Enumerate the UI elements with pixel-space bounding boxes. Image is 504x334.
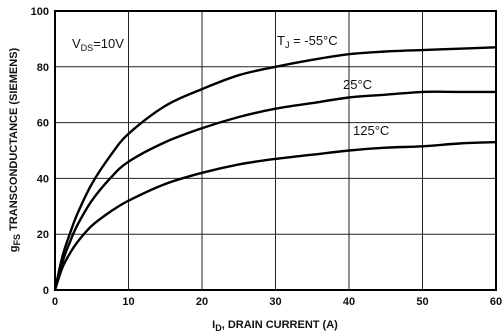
x-tick-label: 30 (269, 296, 281, 308)
y-tick-label: 40 (37, 173, 49, 185)
curves (53, 46, 497, 291)
series-label-125: 125°C (353, 123, 389, 138)
series-line-1 (53, 90, 496, 291)
y-tick-labels: 0 20 40 60 80 100 (31, 6, 49, 297)
x-tick-label: 10 (122, 296, 134, 308)
y-axis-label: gFS TRANSCONDUCTANCE (SIEMENS) (8, 47, 22, 252)
x-axis-label: ID, DRAIN CURRENT (A) (212, 319, 338, 333)
y-tick-label: 100 (31, 6, 49, 18)
grid (55, 11, 496, 290)
vds-annotation: VDS=10V (72, 36, 124, 53)
x-tick-label: 20 (196, 296, 208, 308)
series-line-2 (53, 140, 497, 291)
y-tick-label: 80 (37, 62, 49, 74)
series-line-0 (53, 46, 497, 291)
y-tick-label: 20 (37, 229, 49, 241)
series-label-25: 25°C (343, 77, 372, 92)
x-tick-labels: 0 10 20 30 40 50 60 (52, 296, 502, 308)
x-tick-label: 40 (343, 296, 355, 308)
x-tick-label: 0 (52, 296, 58, 308)
x-tick-label: 60 (490, 296, 502, 308)
plot-frame (54, 10, 497, 291)
y-tick-label: 0 (43, 285, 49, 297)
y-tick-label: 60 (37, 118, 49, 130)
series-label-minus55: TJ = -55°C (277, 33, 338, 50)
x-tick-label: 50 (416, 296, 428, 308)
